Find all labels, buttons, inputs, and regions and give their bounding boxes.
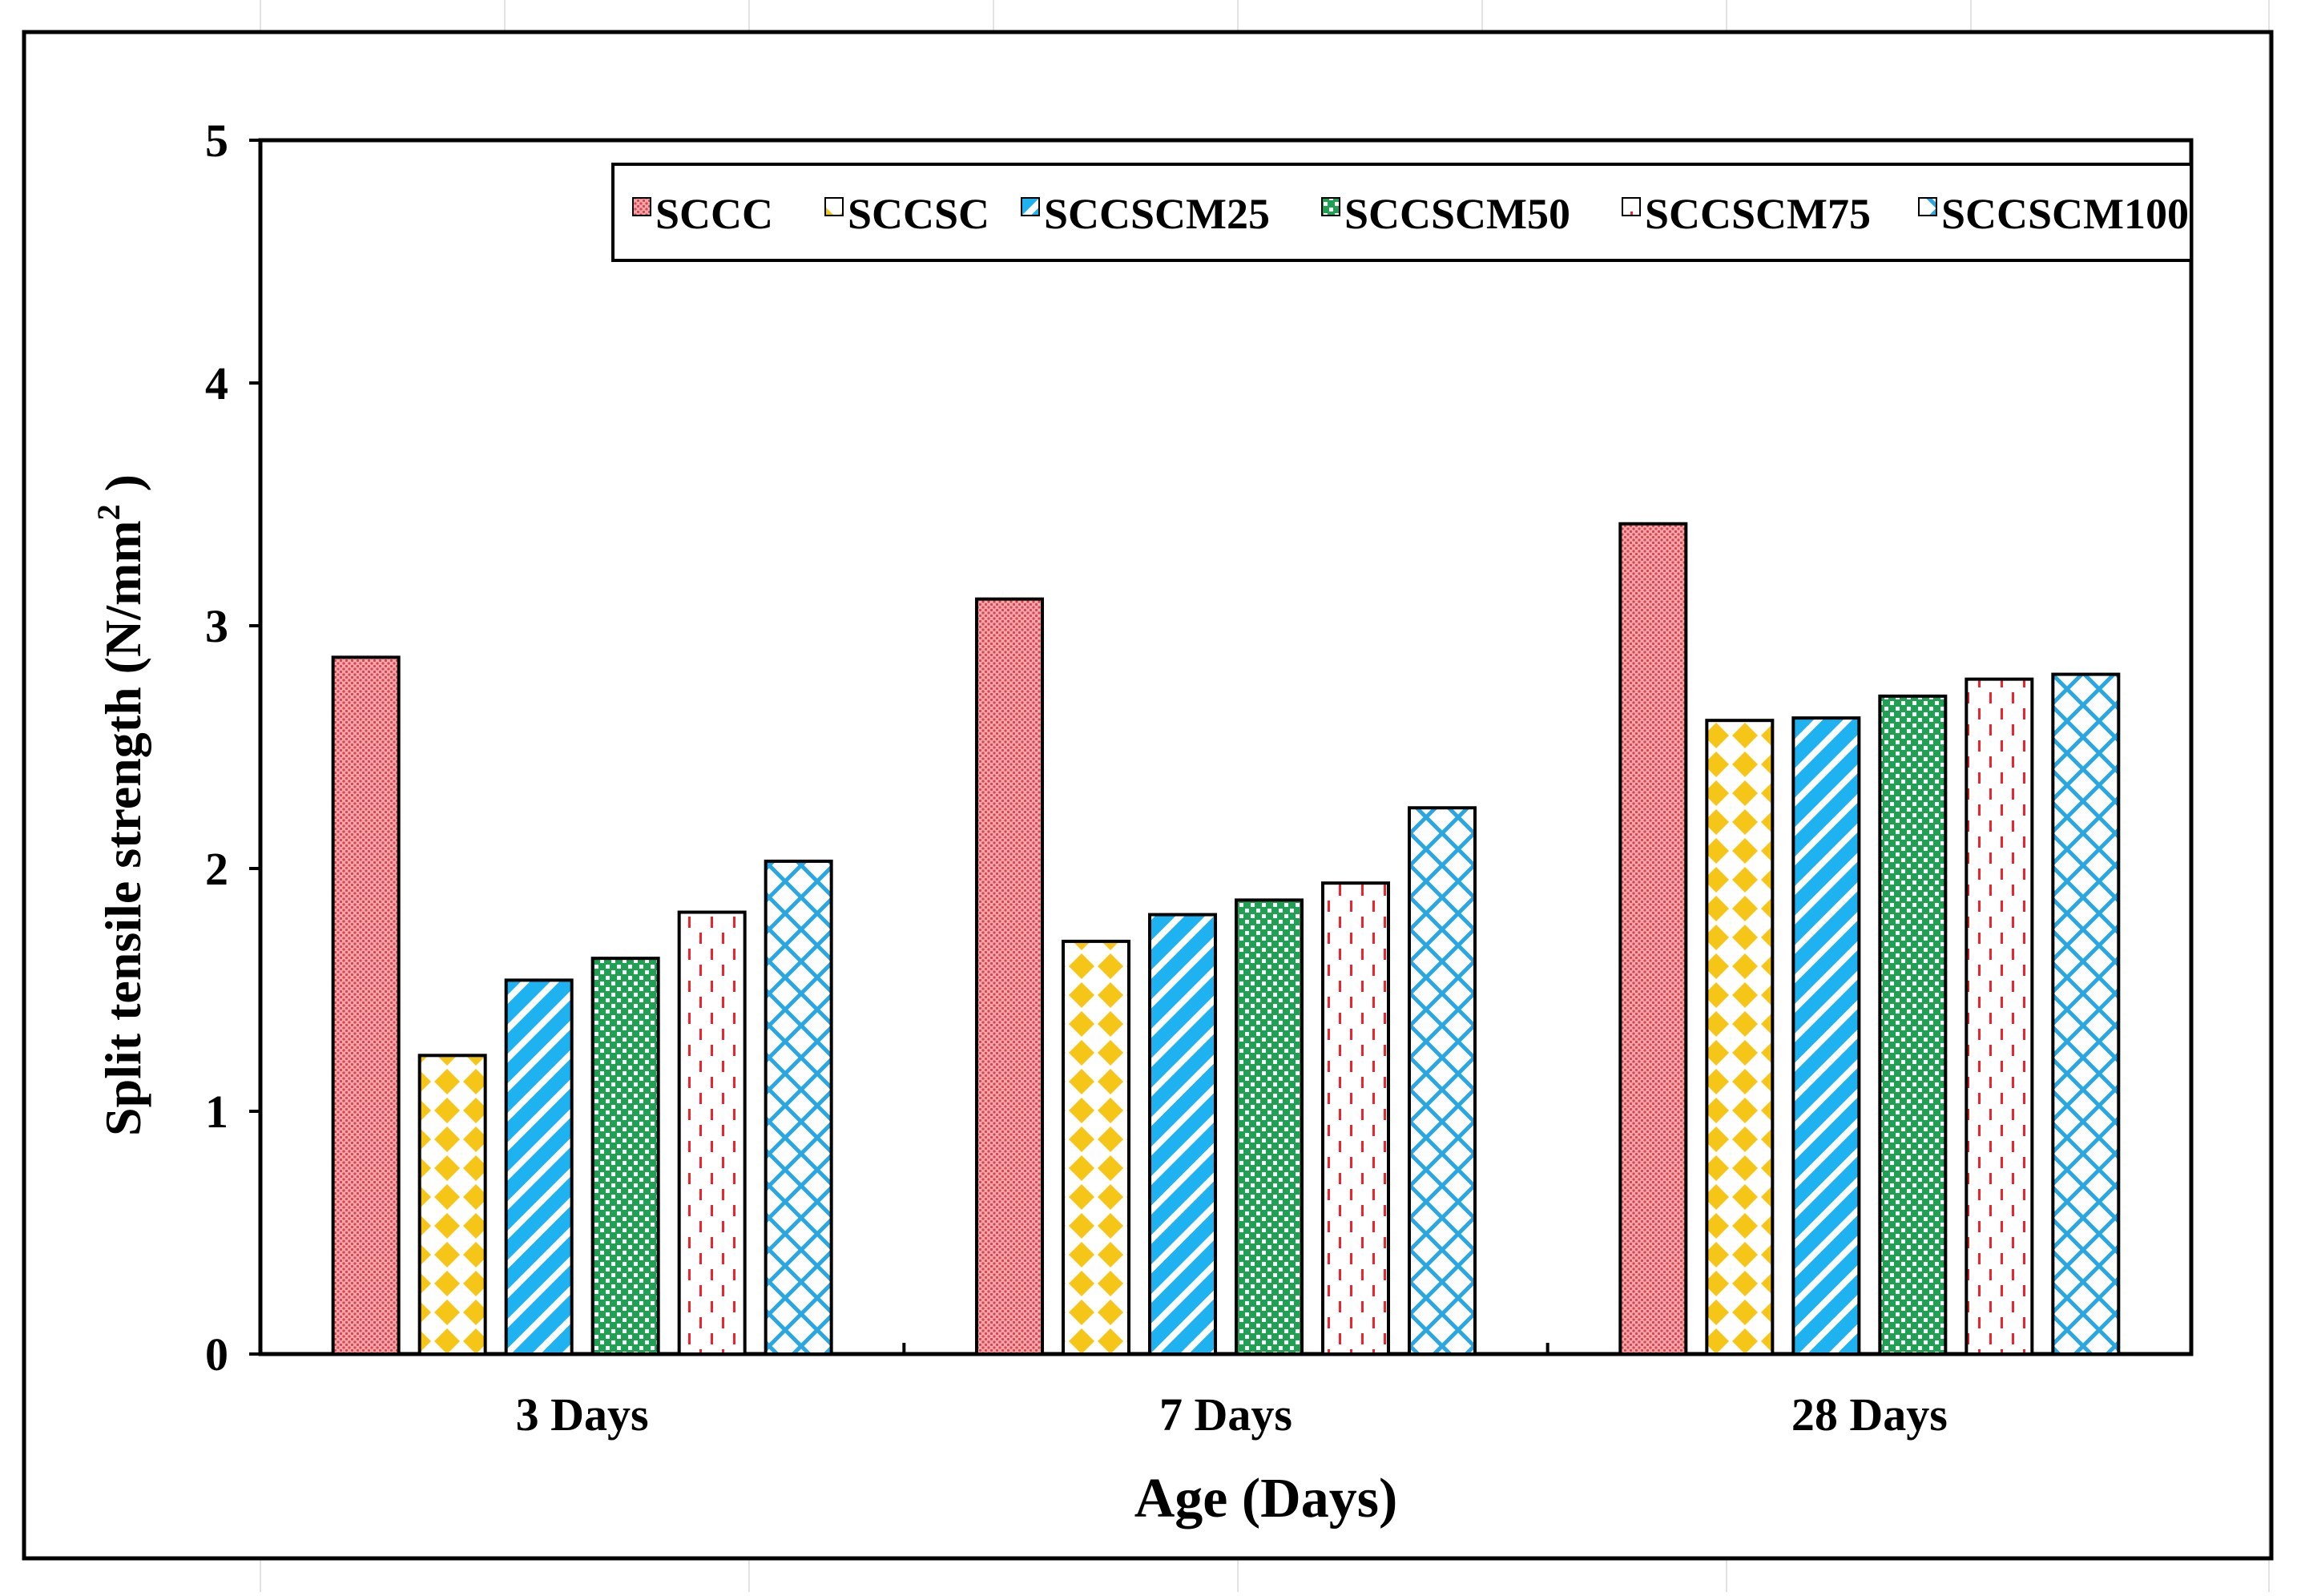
y-tick-label: 3: [205, 600, 228, 652]
y-tick-label: 1: [205, 1086, 228, 1138]
legend-swatch-sccc: [632, 197, 651, 216]
legend-swatch-sccscm75: [1622, 197, 1641, 216]
legend-label-sccscm50: SCCSCM50: [1344, 190, 1570, 238]
bar-sccscm50-28-days: [1878, 694, 1948, 1356]
y-axis-title-end: ): [95, 474, 151, 504]
y-tick-label: 4: [205, 357, 228, 409]
y-tick-label: 5: [205, 115, 228, 167]
legend-label-sccscm75: SCCSCM75: [1645, 190, 1871, 238]
x-tick-label: 7 Days: [1159, 1388, 1292, 1441]
bar-sccscm25-28-days: [1791, 716, 1861, 1356]
bar-sccscm100-7-days: [1408, 806, 1477, 1356]
y-axis-title: Split tensile strength (N/mm2 ): [91, 474, 151, 1136]
x-tick-label: 3 Days: [516, 1388, 649, 1441]
plot-area: [258, 138, 2194, 1356]
legend-label-sccscm100: SCCSCM100: [1941, 190, 2189, 238]
bar-sccc-28-days: [1618, 522, 1688, 1356]
bar-sccsc-28-days: [1705, 719, 1775, 1356]
bar-sccscm25-7-days: [1148, 913, 1217, 1356]
legend-label-sccsc: SCCSC: [848, 190, 989, 238]
bar-sccscm75-3-days: [677, 910, 747, 1356]
legend-swatch-sccscm25: [1021, 197, 1040, 216]
y-axis-title-main: Split tensile strength (N/mm: [95, 520, 151, 1136]
legend: SCCC SCCSC SCCSCM25 SCCSCM50 SCCSCM75 SCCSCM1…: [611, 163, 2193, 262]
legend-label-sccscm25: SCCSCM25: [1044, 190, 1270, 238]
y-axis-title-superscript: 2: [91, 504, 127, 520]
legend-swatch-sccscm50: [1321, 197, 1340, 216]
legend-swatch-sccsc: [824, 197, 844, 216]
y-tick-label: 0: [205, 1328, 228, 1380]
y-axis: 0 1 2 3 4 5: [205, 115, 260, 1380]
bar-sccscm75-7-days: [1321, 881, 1390, 1356]
bar-sccsc-7-days: [1062, 939, 1130, 1356]
x-axis-title: Age (Days): [1134, 1468, 1398, 1530]
background-gridlines: [260, 0, 2270, 1592]
legend-swatch-sccscm100: [1918, 197, 1937, 216]
bar-sccscm50-3-days: [590, 957, 660, 1356]
x-tick-label: 28 Days: [1791, 1388, 1948, 1441]
y-tick-label: 2: [205, 843, 228, 895]
x-axis: 3 Days 7 Days 28 Days: [516, 1343, 1948, 1441]
bar-sccsc-3-days: [417, 1054, 487, 1356]
bars-group: [331, 522, 2121, 1356]
bar-sccscm75-28-days: [1965, 677, 2034, 1356]
bar-sccc-3-days: [331, 655, 401, 1356]
outer-frame: [22, 30, 2274, 1561]
bar-sccscm25-3-days: [504, 978, 574, 1356]
bar-sccscm100-3-days: [764, 859, 833, 1356]
bar-sccscm100-28-days: [2051, 672, 2121, 1356]
legend-label-sccc: SCCC: [655, 190, 773, 238]
bar-sccc-7-days: [975, 597, 1044, 1356]
bar-sccscm50-7-days: [1235, 898, 1304, 1356]
